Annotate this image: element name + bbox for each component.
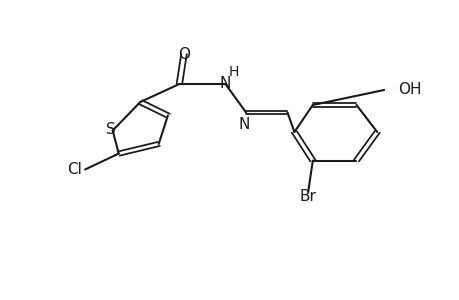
Text: S: S — [105, 122, 115, 136]
Text: Br: Br — [299, 189, 316, 204]
Text: O: O — [178, 46, 190, 62]
Text: OH: OH — [397, 82, 420, 98]
Text: Cl: Cl — [67, 162, 82, 177]
Text: N: N — [238, 117, 249, 132]
Text: H: H — [228, 65, 238, 79]
Text: N: N — [219, 76, 230, 92]
